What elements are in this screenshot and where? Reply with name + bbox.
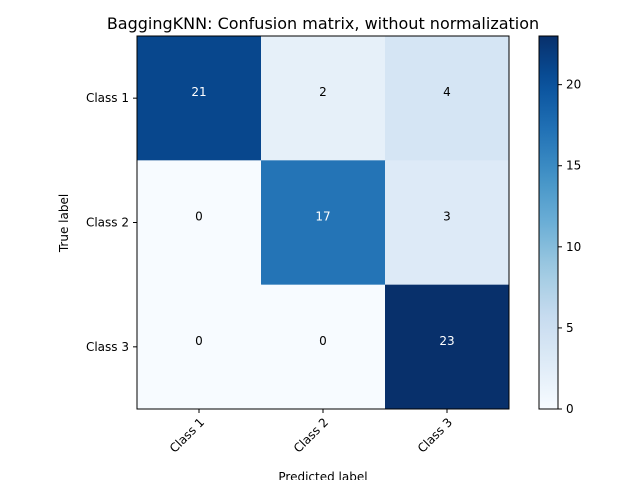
colorbar-tick-label: 10 xyxy=(566,240,581,254)
x-tick-label: Class 2 xyxy=(291,415,331,455)
colorbar-tick-label: 0 xyxy=(566,402,574,416)
cell-value-label: 21 xyxy=(191,85,206,99)
heatmap-cell xyxy=(261,160,386,286)
heatmap-cell xyxy=(261,284,386,410)
x-tick-label: Class 3 xyxy=(415,415,455,455)
heatmap-cells: 21 2 4 0 17 3 0 0 23 xyxy=(137,36,510,410)
colorbar-tick-label: 15 xyxy=(566,159,581,173)
heatmap-cell xyxy=(137,36,262,161)
chart-title: BaggingKNN: Confusion matrix, without no… xyxy=(107,14,539,33)
cell-value-label: 0 xyxy=(319,334,327,348)
cell-value-label: 23 xyxy=(439,334,454,348)
cell-value-label: 2 xyxy=(319,85,327,99)
heatmap-cell xyxy=(137,160,262,286)
x-axis-label: Predicted label xyxy=(278,470,367,480)
y-tick-label: Class 3 xyxy=(86,340,129,354)
cell-value-label: 17 xyxy=(315,210,330,224)
y-axis-label: True label xyxy=(57,194,71,253)
colorbar-tick-label: 20 xyxy=(566,78,581,92)
colorbar xyxy=(538,35,559,410)
cell-value-label: 0 xyxy=(195,334,203,348)
heatmap-cell xyxy=(385,284,510,410)
colorbar-ticks: 0 5 10 15 20 xyxy=(558,78,581,416)
heatmap-cell xyxy=(385,36,510,161)
cell-value-label: 0 xyxy=(195,210,203,224)
cell-value-label: 4 xyxy=(443,85,451,99)
y-tick-label: Class 1 xyxy=(86,91,129,105)
x-axis-ticks: Class 1 Class 2 Class 3 xyxy=(167,409,455,456)
cell-value-label: 3 xyxy=(443,210,451,224)
heatmap-cell xyxy=(137,284,262,410)
colorbar-tick-label: 5 xyxy=(566,321,574,335)
heatmap-cell xyxy=(385,160,510,286)
y-tick-label: Class 2 xyxy=(86,216,129,230)
x-tick-label: Class 1 xyxy=(167,415,207,455)
y-axis-ticks: Class 1 Class 2 Class 3 xyxy=(86,91,137,354)
heatmap-cell xyxy=(261,36,386,161)
